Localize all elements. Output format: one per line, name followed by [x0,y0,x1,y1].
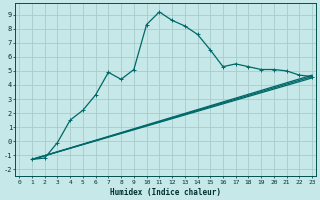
X-axis label: Humidex (Indice chaleur): Humidex (Indice chaleur) [110,188,221,197]
